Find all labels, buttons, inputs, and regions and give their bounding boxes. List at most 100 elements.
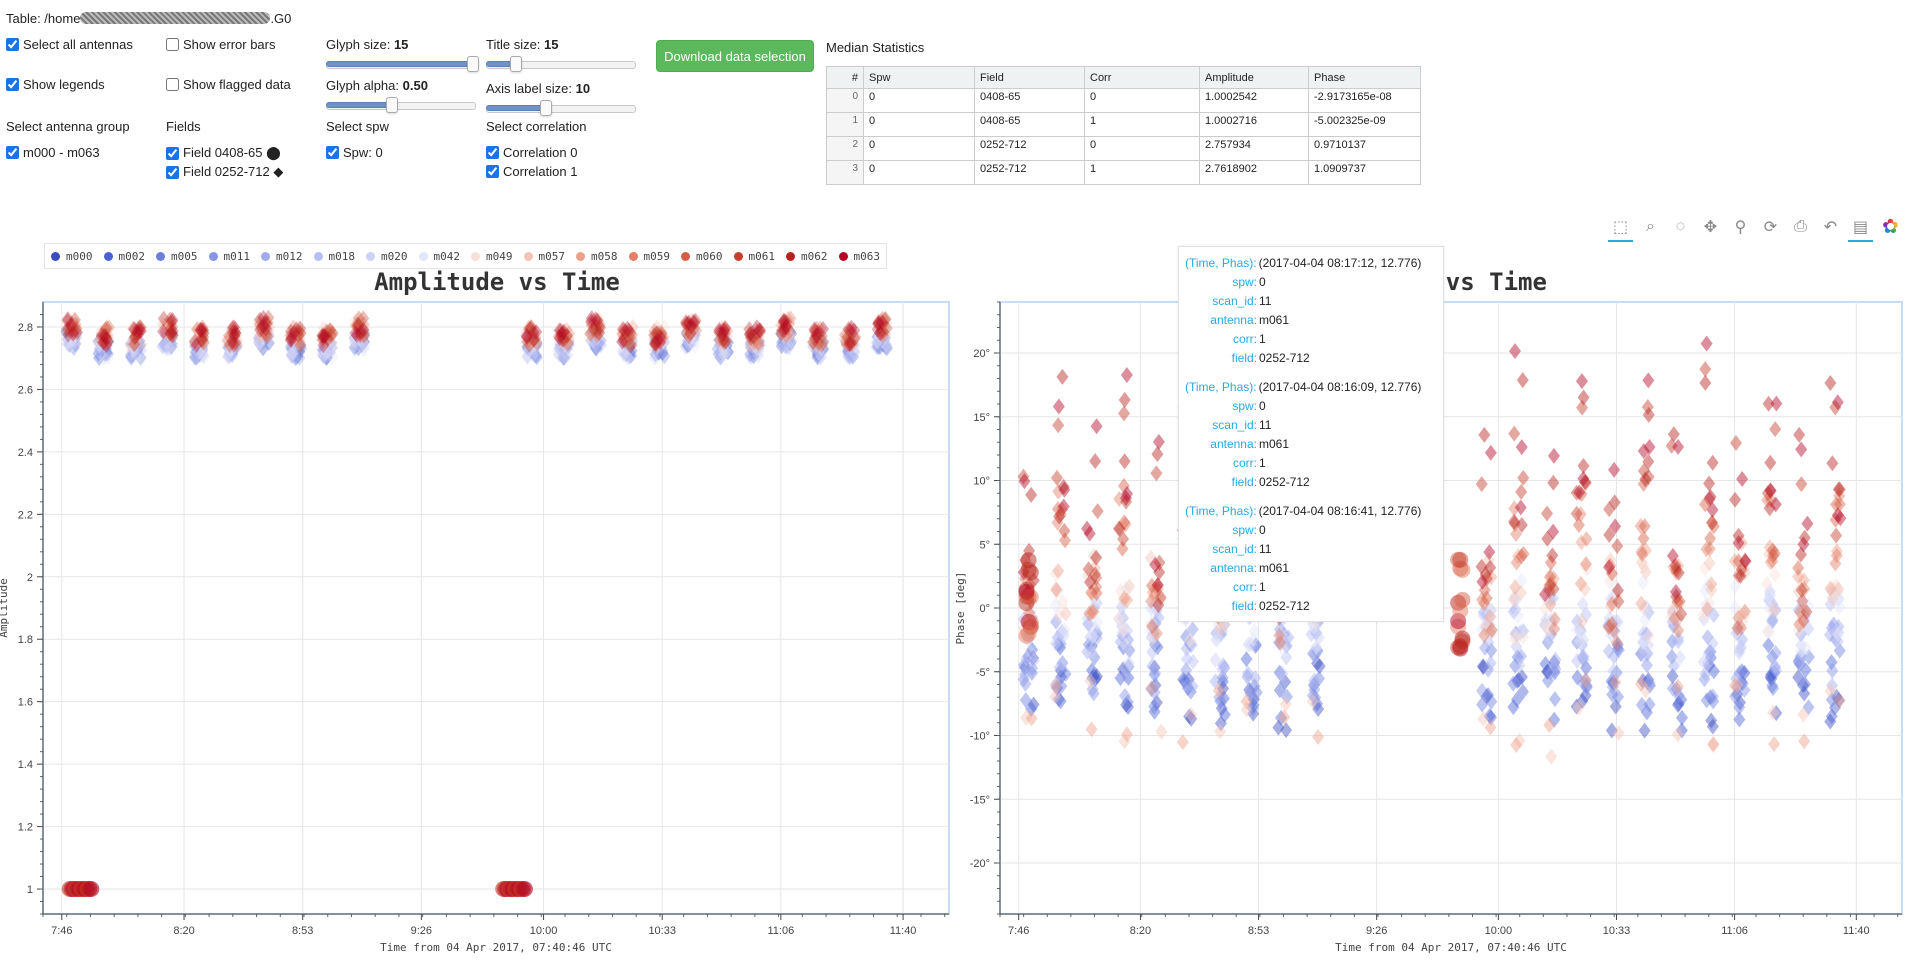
correlation-0-checkbox[interactable]: Correlation 0 — [486, 145, 577, 160]
phase-point — [1672, 695, 1685, 712]
axis-label-size-slider[interactable] — [486, 96, 636, 120]
amplitude-point — [290, 330, 303, 347]
pan-icon[interactable]: ✥ — [1703, 218, 1718, 236]
legend-item-m000[interactable]: m000 — [51, 250, 93, 263]
table-cell[interactable]: 0 — [863, 136, 975, 161]
table-cell[interactable]: 0252-712 — [974, 136, 1085, 161]
antenna-group-checkbox[interactable]: m000 - m063 — [6, 145, 100, 160]
table-cell[interactable]: 0 — [863, 160, 975, 185]
table-cell[interactable]: -5.002325e-09 — [1308, 112, 1421, 137]
table-cell[interactable]: 1 — [1084, 160, 1200, 185]
table-cell[interactable]: 1.0909737 — [1308, 160, 1421, 185]
table-cell[interactable]: 1.0002716 — [1199, 112, 1309, 137]
phase-point — [1700, 335, 1713, 352]
stats-col-field[interactable]: Field — [974, 66, 1085, 89]
legend-item-m018[interactable]: m018 — [313, 250, 355, 263]
legend-item-m011[interactable]: m011 — [208, 250, 250, 263]
glyph-alpha-slider[interactable] — [326, 93, 476, 117]
table-row[interactable]: 1 0 0408-65 1 1.0002716 -5.002325e-09 — [826, 112, 1421, 137]
slider-handle[interactable] — [510, 56, 522, 72]
show-legends-checkbox[interactable]: Show legends — [6, 77, 105, 92]
legend-item-m042[interactable]: m042 — [418, 250, 460, 263]
amplitude-point — [843, 334, 856, 351]
table-cell[interactable]: 1 — [1084, 112, 1200, 137]
slider-handle[interactable] — [467, 56, 479, 72]
table-cell[interactable]: 0408-65 — [974, 88, 1085, 113]
correlation-1-input[interactable] — [486, 165, 499, 178]
wheel-zoom-icon[interactable]: ⚲ — [1734, 218, 1747, 236]
amplitude-point — [188, 334, 201, 351]
reset-icon[interactable]: ⟳ — [1763, 218, 1778, 236]
spw-input[interactable] — [326, 146, 339, 159]
field-1-checkbox[interactable]: Field 0408-65 ⬤ — [166, 145, 281, 161]
title-size-slider[interactable] — [486, 52, 636, 76]
stats-col-corr[interactable]: Corr — [1084, 66, 1200, 89]
show-error-bars-input[interactable] — [166, 38, 179, 51]
table-cell[interactable]: 0 — [863, 88, 975, 113]
field-2-checkbox[interactable]: Field 0252-712 ◆ — [166, 164, 283, 180]
table-cell[interactable]: 0.9710137 — [1308, 136, 1421, 161]
legend-item-m058[interactable]: m058 — [576, 250, 618, 263]
slider-handle[interactable] — [386, 97, 398, 113]
table-cell[interactable]: 0 — [1084, 136, 1200, 161]
legend-item-m063[interactable]: m063 — [838, 250, 880, 263]
phase-point — [1450, 613, 1467, 630]
show-error-bars-checkbox[interactable]: Show error bars — [166, 37, 275, 52]
phase-point — [1210, 625, 1223, 642]
table-row[interactable]: 0 0 0408-65 0 1.0002542 -2.9173165e-08 — [826, 88, 1421, 113]
bokeh-logo-icon[interactable]: ✿ — [1878, 214, 1903, 239]
correlation-1-checkbox[interactable]: Correlation 1 — [486, 164, 577, 179]
field-1-input[interactable] — [166, 146, 179, 160]
select-all-antennas-input[interactable] — [6, 38, 19, 51]
slider-handle[interactable] — [540, 100, 552, 116]
stats-col-index[interactable]: # — [826, 66, 864, 89]
undo-icon[interactable]: ↶ — [1823, 218, 1838, 236]
field-2-input[interactable] — [166, 165, 179, 179]
stats-col-phase[interactable]: Phase — [1308, 66, 1421, 89]
stats-col-amplitude[interactable]: Amplitude — [1199, 66, 1309, 89]
legend-item-m005[interactable]: m005 — [156, 250, 198, 263]
show-flagged-data-input[interactable] — [166, 78, 179, 91]
amplitude-point — [189, 336, 202, 353]
spw-checkbox[interactable]: Spw: 0 — [326, 145, 383, 160]
legend-item-m060[interactable]: m060 — [681, 250, 723, 263]
amplitude-point — [622, 344, 635, 361]
table-cell[interactable]: 2.757934 — [1199, 136, 1309, 161]
table-cell[interactable]: 0 — [863, 112, 975, 137]
table-cell[interactable]: 2.7618902 — [1199, 160, 1309, 185]
amplitude-point — [650, 332, 663, 349]
legend-item-m062[interactable]: m062 — [786, 250, 828, 263]
table-cell[interactable]: -2.9173165e-08 — [1308, 88, 1421, 113]
amplitude-point — [618, 334, 631, 351]
legend-item-m049[interactable]: m049 — [471, 250, 513, 263]
amplitude-point — [229, 324, 242, 341]
legend-item-m061[interactable]: m061 — [733, 250, 775, 263]
legend-item-m002[interactable]: m002 — [103, 250, 145, 263]
amplitude-point — [193, 332, 206, 349]
box-zoom-icon[interactable]: ⌕ — [1646, 217, 1655, 235]
hover-icon[interactable]: ▤ — [1848, 214, 1873, 242]
show-flagged-data-checkbox[interactable]: Show flagged data — [166, 77, 291, 92]
table-row[interactable]: 2 0 0252-712 0 2.757934 0.9710137 — [826, 136, 1421, 161]
table-cell[interactable]: 0252-712 — [974, 160, 1085, 185]
phase-point — [1120, 493, 1133, 510]
table-cell[interactable]: 0408-65 — [974, 112, 1085, 137]
lasso-select-icon[interactable]: ◌ — [1675, 217, 1686, 235]
correlation-0-input[interactable] — [486, 146, 499, 159]
save-icon[interactable]: ⎙ — [1794, 217, 1807, 235]
table-cell[interactable]: 1.0002542 — [1199, 88, 1309, 113]
legend-item-m059[interactable]: m059 — [628, 250, 670, 263]
legend-item-m012[interactable]: m012 — [261, 250, 303, 263]
table-cell[interactable]: 0 — [1084, 88, 1200, 113]
stats-col-spw[interactable]: Spw — [863, 66, 975, 89]
download-data-button[interactable]: Download data selection — [656, 40, 814, 72]
show-legends-input[interactable] — [6, 78, 19, 91]
box-select-icon[interactable]: ⬚ — [1608, 214, 1633, 242]
tooltip-value: 11 — [1259, 541, 1272, 556]
legend-item-m057[interactable]: m057 — [523, 250, 565, 263]
glyph-size-slider[interactable] — [326, 52, 479, 76]
table-row[interactable]: 3 0 0252-712 1 2.7618902 1.0909737 — [826, 160, 1421, 185]
select-all-antennas-checkbox[interactable]: Select all antennas — [6, 37, 133, 52]
antenna-group-input[interactable] — [6, 146, 19, 159]
legend-item-m020[interactable]: m020 — [366, 250, 408, 263]
